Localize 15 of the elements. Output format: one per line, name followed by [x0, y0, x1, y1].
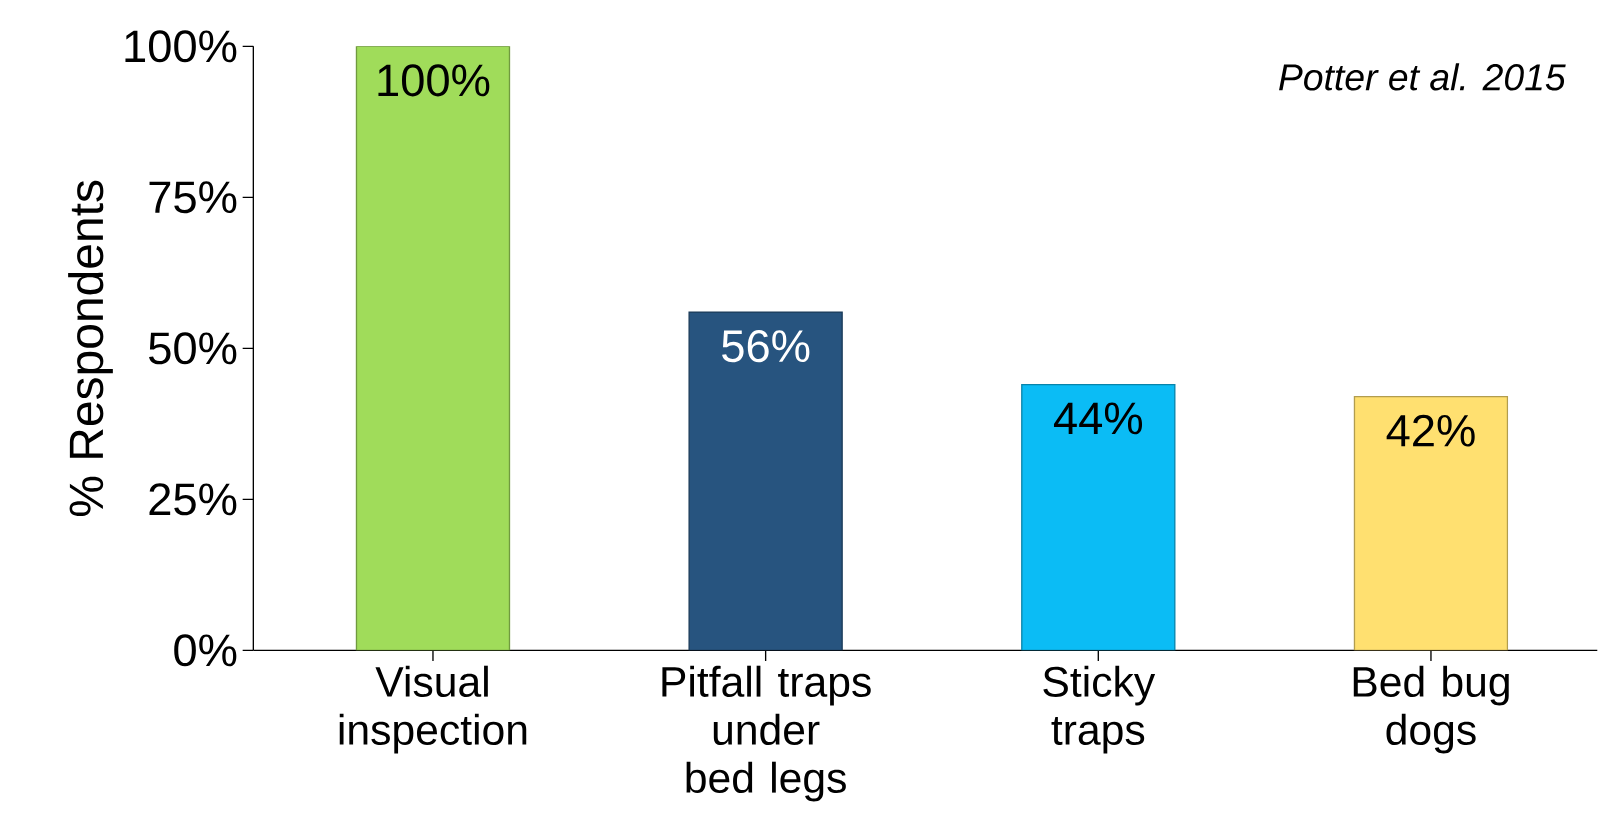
y-axis-title: % Respondents	[68, 180, 113, 517]
y-tick-label: 50%	[149, 332, 237, 365]
y-tick-label: 100%	[125, 30, 237, 63]
x-tick-label: Sticky traps	[1043, 665, 1156, 754]
data-label: 44%	[1053, 402, 1143, 435]
x-tick-label: Visual inspection	[339, 665, 527, 754]
annotation: Potter et al. 2015	[1279, 63, 1566, 91]
x-tick-label: Pitfall traps under bed legs	[662, 665, 871, 802]
data-label: 42%	[1386, 414, 1475, 447]
y-tick-label: 75%	[149, 181, 237, 214]
y-tick-label: 0%	[174, 634, 237, 667]
y-tick-label: 25%	[149, 483, 237, 516]
data-label: 56%	[722, 330, 810, 363]
data-label: 100%	[378, 64, 490, 97]
x-tick-label: Bed bug dogs	[1353, 665, 1509, 754]
